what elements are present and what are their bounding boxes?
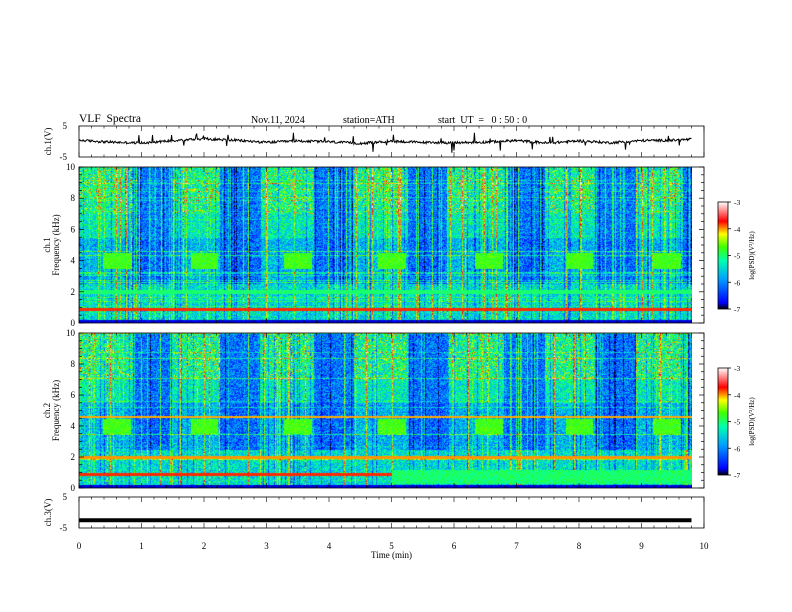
colorbar-label: log(PSD)(V²/Hz) bbox=[748, 231, 756, 280]
colorbar-tick-label: -3 bbox=[734, 198, 740, 207]
y-tick-label: 0 bbox=[71, 483, 76, 493]
colorbar-tick-label: -6 bbox=[734, 278, 740, 287]
x-tick-label: 6 bbox=[452, 541, 457, 551]
colorbar-tick-label: -6 bbox=[734, 444, 740, 453]
y-tick-label: 4 bbox=[71, 256, 76, 266]
colorbar-ch1 bbox=[717, 201, 729, 310]
colorbar-label: log(PSD)(V²/Hz) bbox=[748, 397, 756, 446]
spectrogram-ch1 bbox=[79, 167, 692, 323]
y-tick-label: 6 bbox=[71, 390, 76, 400]
ch1-trace bbox=[78, 132, 692, 153]
y-tick-label: 6 bbox=[71, 224, 76, 234]
x-tick-label: 1 bbox=[139, 541, 144, 551]
y-tick-label: 2 bbox=[71, 452, 76, 462]
y-tick-label: -5 bbox=[60, 523, 68, 533]
y-tick-label: 4 bbox=[71, 421, 76, 431]
date-label: Nov.11, 2024 bbox=[251, 115, 305, 126]
y-tick-label: 8 bbox=[71, 359, 76, 369]
chart-title: VLF Spectra bbox=[79, 113, 141, 125]
y-tick-label: 2 bbox=[71, 287, 76, 297]
y-axis-label: ch.3(V) bbox=[43, 499, 53, 527]
x-tick-label: 2 bbox=[202, 541, 207, 551]
x-tick-label: 10 bbox=[700, 541, 710, 551]
y-axis-label: ch.1 bbox=[42, 237, 52, 252]
y-axis-label: ch.2 bbox=[42, 403, 52, 418]
y-tick-label: -5 bbox=[60, 152, 68, 162]
x-tick-label: 7 bbox=[514, 541, 519, 551]
y-tick-label: 5 bbox=[63, 121, 68, 131]
x-tick-label: 8 bbox=[577, 541, 582, 551]
y-axis-label: Frequency (kHz) bbox=[51, 214, 61, 275]
x-tick-label: 9 bbox=[639, 541, 644, 551]
x-tick-label: 5 bbox=[389, 541, 394, 551]
station-label: station=ATH bbox=[343, 115, 395, 126]
x-axis-label: Time (min) bbox=[371, 550, 412, 560]
colorbar-tick-label: -7 bbox=[734, 305, 740, 314]
x-tick-label: 3 bbox=[264, 541, 269, 551]
colorbar-tick-label: -5 bbox=[734, 252, 740, 261]
y-axis-label: ch.1(V) bbox=[43, 128, 53, 156]
colorbar-tick-label: -5 bbox=[734, 418, 740, 427]
x-tick-label: 4 bbox=[327, 541, 332, 551]
colorbar-tick-label: -4 bbox=[734, 225, 740, 234]
start-ut-label: start UT = 0 : 50 : 0 bbox=[438, 115, 528, 126]
colorbar-tick-label: -7 bbox=[734, 471, 740, 480]
y-tick-label: 10 bbox=[66, 328, 76, 338]
spectrogram-ch2 bbox=[79, 333, 692, 488]
y-tick-label: 10 bbox=[66, 162, 76, 172]
y-tick-label: 5 bbox=[63, 492, 68, 502]
y-tick-label: 8 bbox=[71, 193, 76, 203]
colorbar-ch2 bbox=[717, 367, 729, 476]
y-axis-label: Frequency (kHz) bbox=[51, 380, 61, 441]
y-tick-label: 0 bbox=[71, 318, 76, 328]
x-tick-label: 0 bbox=[77, 541, 82, 551]
colorbar-tick-label: -3 bbox=[734, 364, 740, 373]
colorbar-tick-label: -4 bbox=[734, 391, 740, 400]
